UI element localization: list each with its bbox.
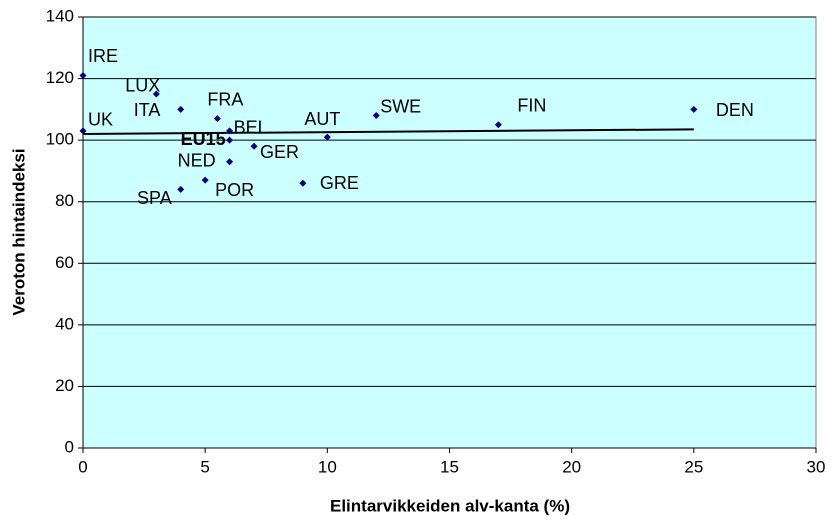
point <box>250 142 258 150</box>
plot-area <box>82 16 817 449</box>
point-label: NED <box>178 150 216 170</box>
x-tick-label: 0 <box>78 457 87 476</box>
point <box>213 115 221 123</box>
x-tick-label: 30 <box>807 457 826 476</box>
point-label: SPA <box>137 188 172 208</box>
point <box>226 158 234 166</box>
point-label: FRA <box>207 89 243 109</box>
y-tick-label: 140 <box>46 6 74 25</box>
y-tick-label: 20 <box>55 376 74 395</box>
y-axis-title: Veroton hintaindeksi <box>9 148 28 315</box>
point <box>690 105 698 113</box>
point <box>299 179 307 187</box>
point-label: BEL <box>234 118 268 138</box>
point-label: GRE <box>320 173 359 193</box>
y-tick-label: 80 <box>55 191 74 210</box>
point-label: AUT <box>304 109 340 129</box>
point <box>152 90 160 98</box>
point-label: POR <box>215 180 254 200</box>
x-tick-label: 20 <box>562 457 581 476</box>
point <box>79 71 87 79</box>
x-tick-label: 25 <box>684 457 703 476</box>
point-label: EU15 <box>181 129 226 149</box>
trendline <box>82 128 694 135</box>
point-label: GER <box>260 142 299 162</box>
point-label: IRE <box>88 46 118 66</box>
x-tick-label: 15 <box>440 457 459 476</box>
x-tick-label: 10 <box>318 457 337 476</box>
point <box>226 136 234 144</box>
x-axis-title: Elintarvikkeiden alv-kanta (%) <box>330 496 570 515</box>
point <box>372 112 380 120</box>
point <box>177 105 185 113</box>
x-tick-label: 5 <box>200 457 209 476</box>
y-tick-label: 0 <box>65 437 74 456</box>
point-label: SWE <box>380 96 421 116</box>
point-label: ITA <box>134 100 161 120</box>
y-tick-label: 120 <box>46 68 74 87</box>
point-label: LUX <box>125 76 160 96</box>
point <box>494 121 502 129</box>
point <box>79 127 87 135</box>
y-tick-label: 100 <box>46 130 74 149</box>
point <box>177 185 185 193</box>
point <box>323 133 331 141</box>
y-tick-label: 40 <box>55 314 74 333</box>
point-label: DEN <box>716 100 754 120</box>
point-label: UK <box>88 110 113 130</box>
point <box>226 127 234 135</box>
y-tick-label: 60 <box>55 253 74 272</box>
point-label: FIN <box>517 96 546 116</box>
point <box>201 176 209 184</box>
